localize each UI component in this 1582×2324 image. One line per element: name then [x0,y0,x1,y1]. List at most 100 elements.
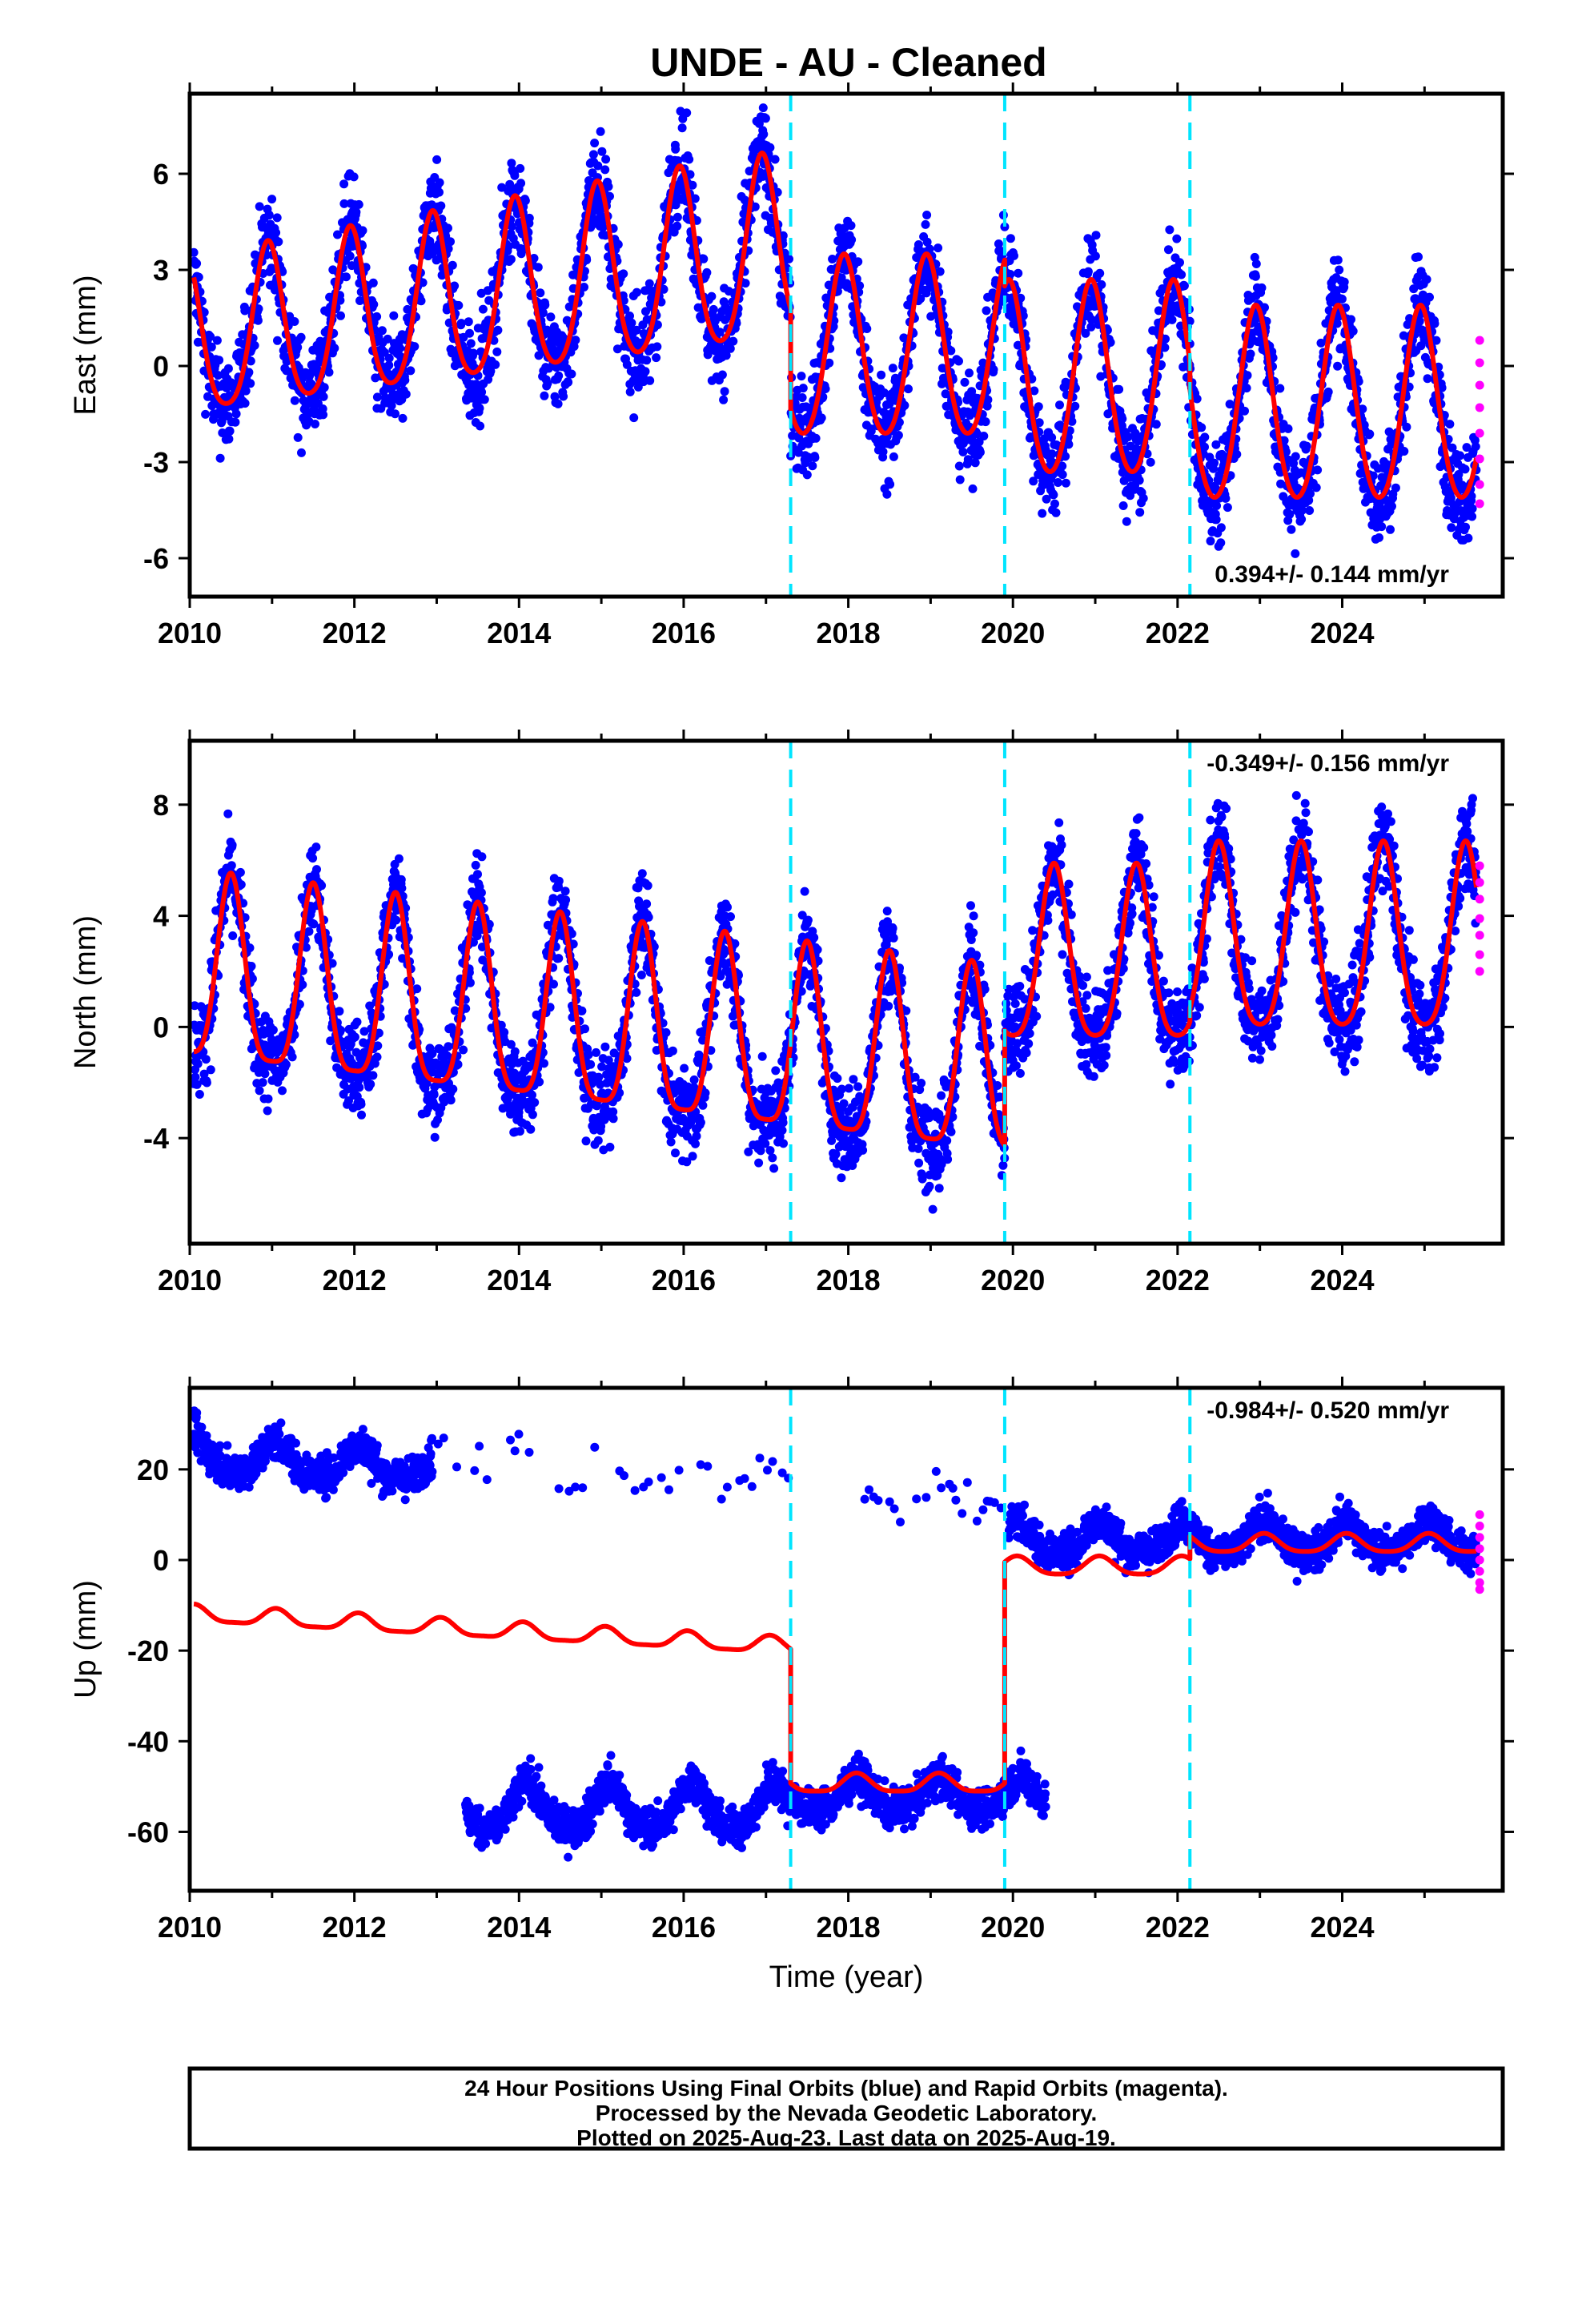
data-point [889,452,898,461]
data-point [862,324,872,333]
data-point [454,300,464,310]
data-point [793,448,803,457]
data-point [652,353,661,363]
data-point [682,108,692,118]
data-point [954,356,963,366]
data-point [1216,523,1226,533]
data-point [567,369,576,379]
data-point [994,239,1003,248]
data-point [1232,449,1242,459]
data-point [600,1042,610,1051]
data-point [921,219,930,229]
data-point [837,273,846,283]
data-point [644,279,654,288]
data-point [1297,515,1307,524]
data-point [241,386,251,396]
data-point [605,1142,615,1152]
data-point [1291,452,1300,461]
data-point [632,987,641,997]
data-point [1313,465,1323,475]
data-point [435,178,444,187]
data-point [642,356,652,365]
data-point [412,984,422,994]
data-point [475,404,484,413]
data-point [349,172,359,182]
data-point [505,179,515,189]
data-point [671,1148,680,1158]
data-point [925,244,934,254]
data-point [1287,525,1296,534]
data-point [581,1136,591,1146]
data-point [1134,476,1144,485]
data-point [1135,508,1145,517]
data-point [223,364,233,373]
data-point [268,1025,278,1035]
data-point [1006,234,1015,243]
data-point [975,448,985,457]
y-tick-label: 6 [153,158,169,191]
rapid-orbit-points [1475,336,1484,509]
data-point [913,240,923,249]
data-point [543,379,552,388]
data-point [625,387,635,396]
data-point [1091,231,1101,240]
data-point [223,809,233,818]
data-point [193,1059,203,1068]
data-point [802,470,812,480]
data-point [516,1127,524,1136]
data-point [685,170,695,179]
data-point [533,263,543,272]
data-point [1034,418,1044,428]
data-point [324,368,334,377]
data-point [319,410,328,420]
data-point [416,296,426,306]
data-point [263,1094,273,1104]
data-point [954,461,964,471]
data-point [530,1098,540,1108]
data-point [201,1055,211,1064]
x-tick-label: 2014 [487,617,551,649]
data-point [478,304,488,314]
data-point [339,179,349,189]
data-point [250,340,259,350]
data-point [384,353,394,363]
data-point [492,347,502,356]
data-point [922,237,932,247]
data-point [632,325,641,335]
data-point [235,867,245,877]
data-point [943,328,953,336]
data-point [246,356,255,366]
data-point [406,366,416,376]
data-point [215,453,225,463]
data-point [477,852,487,862]
data-point [497,183,507,192]
data-point [215,356,224,365]
data-point [400,376,410,385]
data-point [1471,442,1480,452]
data-point [690,194,700,203]
x-tick-label: 2012 [323,617,387,649]
data-point [608,1114,618,1124]
data-point [668,1046,677,1055]
data-point [339,199,349,208]
data-point [1348,327,1358,336]
data-point [885,480,895,489]
data-point [641,307,650,316]
data-point [524,213,534,223]
data-point [476,421,485,431]
rapid-point [1475,358,1484,368]
data-point [1347,315,1355,324]
data-point [696,1118,705,1128]
data-point [383,334,392,344]
data-point [358,226,367,235]
data-point [529,254,539,263]
data-point [1118,414,1127,424]
data-point [580,1024,589,1034]
data-point [1006,270,1015,279]
data-point [507,222,516,231]
data-point [604,182,613,191]
data-point [311,842,321,852]
data-point [584,1050,593,1059]
data-point [225,426,235,436]
data-point [267,195,277,204]
